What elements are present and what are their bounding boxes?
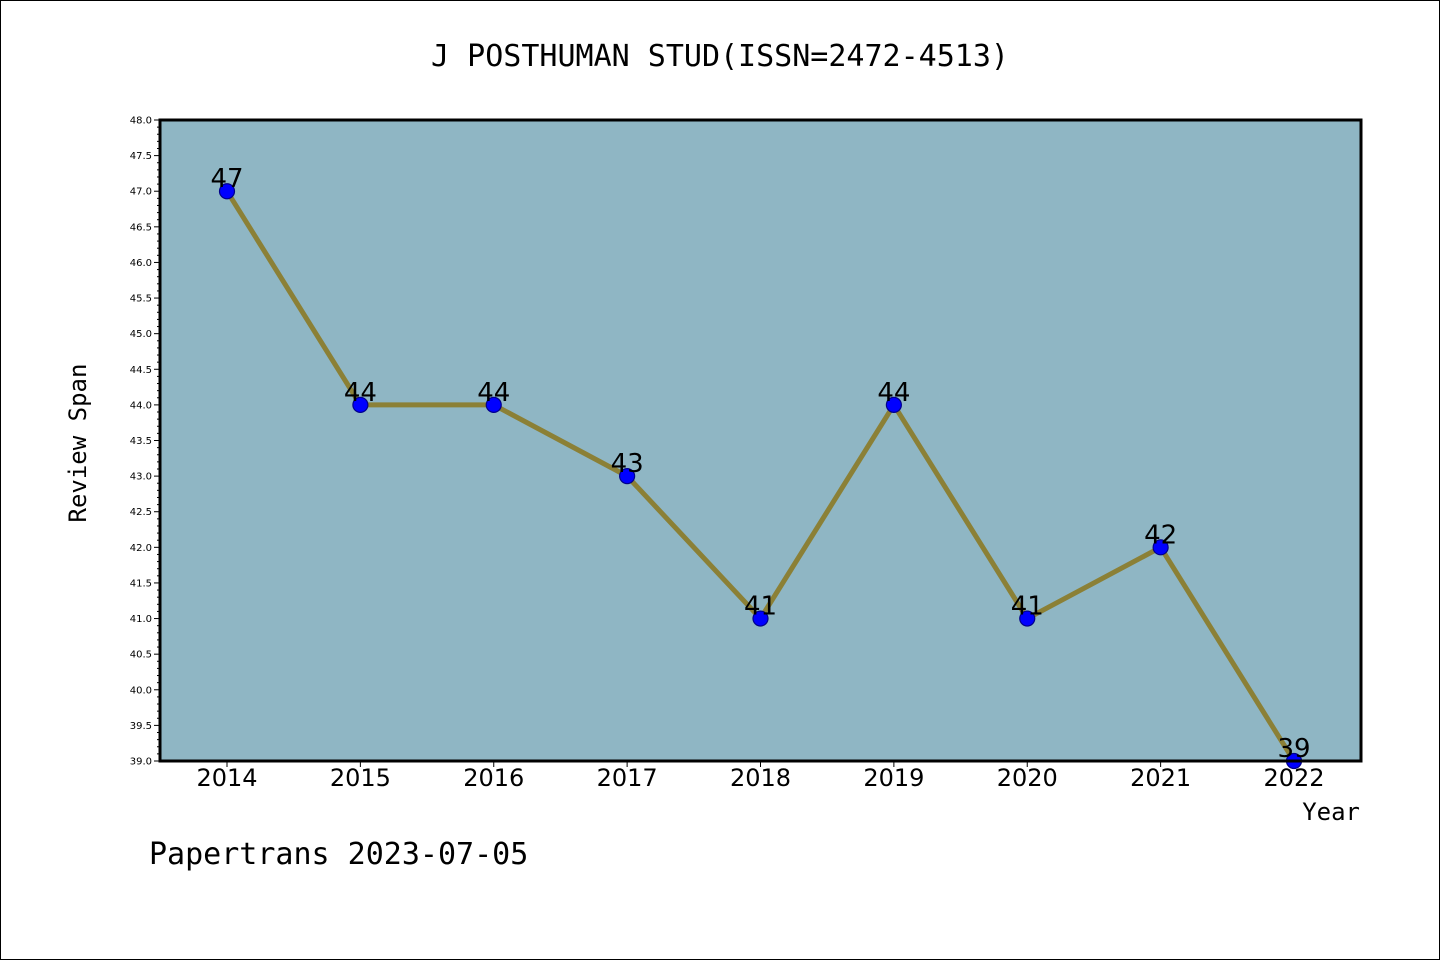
data-label: 44: [877, 378, 910, 408]
x-tick-label: 2020: [997, 764, 1058, 792]
y-axis: 39.0 39.5 40.0 40.5 41.0 41.5 42.0 42.5 43.0 43.5…: [130, 116, 160, 768]
data-label: 43: [611, 449, 644, 479]
data-point: [485, 396, 502, 413]
plot-border: [158, 118, 1363, 763]
y-tick-label: 43.5: [130, 436, 152, 447]
x-axis: 2014 2015 2016 2017 2018 2019 2020 2021 2022: [196, 761, 1325, 792]
y-tick-label: 40.0: [130, 685, 152, 696]
y-axis-label: Review Span: [64, 364, 92, 523]
data-label: 44: [344, 378, 377, 408]
x-tick-label: 2017: [597, 764, 658, 792]
y-tick-label: 45.0: [130, 329, 152, 340]
data-labels: 47 44 44 43 41 44 41 42 39: [210, 164, 1310, 764]
data-label: 41: [1011, 592, 1044, 622]
data-label: 42: [1144, 520, 1177, 550]
x-tick-label: 2018: [730, 764, 791, 792]
x-tick-label: 2021: [1130, 764, 1191, 792]
y-tick-label: 39.0: [130, 757, 152, 768]
y-tick-label: 44.5: [130, 365, 152, 376]
y-tick-label: 48.0: [130, 116, 152, 127]
chart-title: J POSTHUMAN STUD(ISSN=2472-4513): [431, 39, 1009, 74]
y-tick-label: 45.5: [130, 294, 152, 305]
data-point: [1152, 539, 1169, 556]
y-tick-label: 42.0: [130, 543, 152, 554]
x-tick-label: 2015: [330, 764, 391, 792]
y-tick-label: 47.5: [130, 151, 152, 162]
data-label: 41: [744, 592, 777, 622]
x-axis-label: Year: [1302, 798, 1360, 826]
watermark-text: Papertrans 2023-07-05: [149, 837, 528, 872]
data-point: [885, 396, 902, 413]
data-point: [752, 610, 769, 627]
plot-area: [160, 120, 1361, 761]
data-point: [1019, 610, 1036, 627]
x-tick-label: 2014: [196, 764, 257, 792]
data-label: 44: [477, 378, 510, 408]
y-tick-label: 47.0: [130, 187, 152, 198]
y-tick-label: 41.5: [130, 578, 152, 589]
y-tick-label: 39.5: [130, 721, 152, 732]
y-tick-label: 40.5: [130, 650, 152, 661]
y-tick-label: 46.5: [130, 222, 152, 233]
y-tick-label: 43.0: [130, 472, 152, 483]
data-point: [218, 183, 236, 200]
y-tick-label: 42.5: [130, 507, 152, 518]
x-tick-label: 2016: [463, 764, 524, 792]
x-tick-label: 2019: [863, 764, 924, 792]
y-tick-label: 44.0: [130, 400, 152, 411]
data-label: 47: [210, 164, 243, 194]
y-tick-label: 41.0: [130, 614, 152, 625]
data-point: [352, 396, 369, 413]
y-tick-label: 46.0: [130, 258, 152, 269]
data-point: [619, 468, 636, 485]
data-label: 39: [1277, 734, 1310, 764]
